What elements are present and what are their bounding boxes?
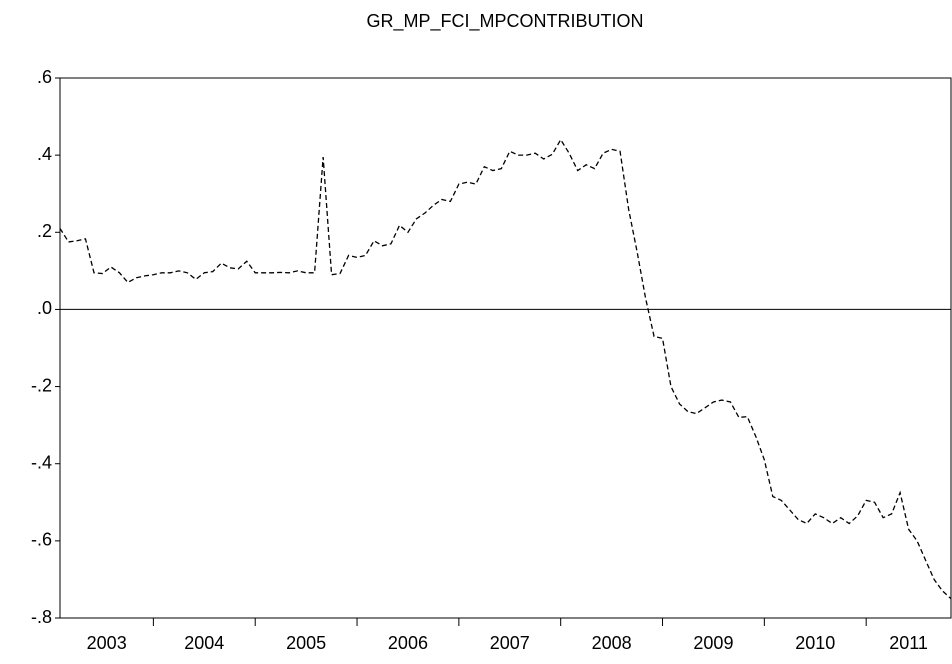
x-tick-label: 2009	[693, 633, 733, 653]
plot-frame	[59, 77, 952, 619]
data-line	[59, 138, 952, 600]
y-tick-label: -.4	[31, 452, 52, 472]
y-tick-label: .2	[37, 221, 52, 241]
x-tick-label: 2003	[87, 633, 127, 653]
x-tick-label: 2007	[490, 633, 530, 653]
x-tick-label: 2008	[592, 633, 632, 653]
x-tick-label: 2006	[388, 633, 428, 653]
y-tick-label: -.8	[31, 607, 52, 627]
y-tick-label: .0	[37, 298, 52, 318]
y-tick-label: -.6	[31, 530, 52, 550]
y-tick-label: .6	[37, 67, 52, 87]
x-tick-label: 2011	[889, 633, 928, 653]
x-tick-label: 2005	[286, 633, 326, 653]
y-tick-label: .4	[37, 144, 52, 164]
x-tick-label: 2010	[795, 633, 835, 653]
x-tick-label: 2004	[184, 633, 224, 653]
y-tick-label: -.2	[31, 375, 52, 395]
chart-title: GR_MP_FCI_MPCONTRIBUTION	[366, 11, 643, 32]
